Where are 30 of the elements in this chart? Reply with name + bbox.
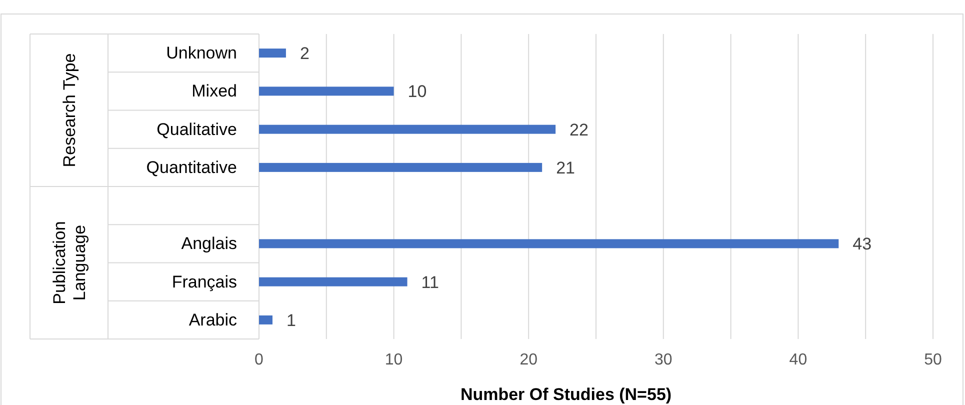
- data-label: 2: [300, 44, 310, 64]
- data-label: 22: [570, 120, 588, 140]
- bar: [259, 48, 286, 58]
- y-tick-label: Quantitative: [146, 158, 237, 177]
- text: Publication Language: [50, 221, 90, 304]
- x-tick-label: 50: [924, 351, 942, 368]
- text: Research Type: [60, 53, 79, 168]
- data-label: 10: [408, 82, 427, 102]
- x-tick-label: 30: [654, 351, 672, 368]
- bar: [259, 162, 542, 172]
- bar: [259, 277, 408, 286]
- bar: [259, 239, 839, 248]
- y-tick-label: Mixed: [192, 82, 237, 101]
- y-tick-label: Anglais: [181, 234, 237, 254]
- y-tick-label: Unknown: [166, 44, 237, 63]
- data-label: 1: [286, 310, 296, 330]
- y-tick-label: Arabic: [188, 310, 238, 330]
- data-label: 11: [421, 272, 439, 292]
- y-tick-label: Français: [172, 272, 237, 292]
- x-tick-label: 10: [384, 351, 403, 368]
- x-tick-label: 0: [254, 351, 264, 368]
- data-label: 43: [852, 234, 872, 254]
- x-axis-title: Number Of Studies (N=55): [460, 385, 672, 404]
- x-tick-label: 40: [789, 351, 808, 368]
- data-label: 21: [556, 158, 575, 178]
- x-tick-label: 20: [520, 351, 538, 368]
- y-tick-label: Qualitative: [156, 120, 237, 139]
- bar: [259, 124, 556, 134]
- bar: [259, 86, 394, 96]
- bar: [259, 315, 272, 324]
